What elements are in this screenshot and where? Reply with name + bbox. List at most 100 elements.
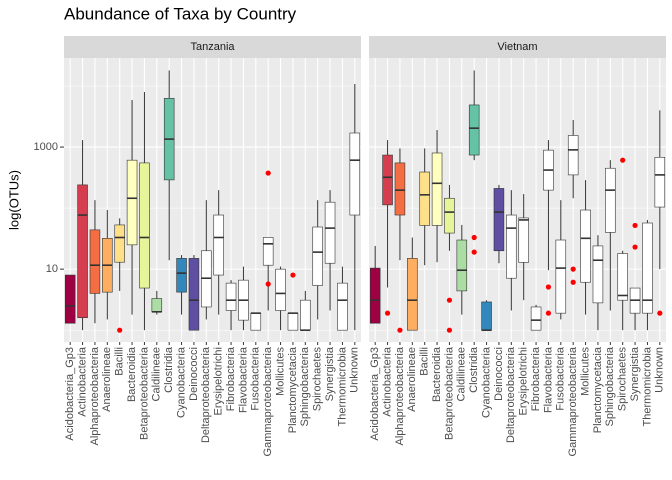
x-tick-label: Mollicutes	[579, 347, 591, 396]
strip-label: Tanzania	[190, 41, 235, 53]
x-tick-label: Synergistia	[324, 346, 336, 401]
x-tick-label: Clostridia	[468, 346, 480, 393]
box	[188, 258, 200, 331]
x-tick-label: Alphaproteobacteria	[394, 346, 406, 445]
x-tick-label: Anaerolineae	[406, 347, 418, 412]
x-tick-label: Fibrobacteria	[530, 346, 542, 411]
x-tick-label: Thermomicrobia	[336, 346, 348, 426]
x-tick-label: Fibrobacteria	[225, 346, 237, 411]
box	[225, 282, 237, 311]
strip-background	[64, 36, 361, 58]
outlier	[545, 310, 552, 316]
outlier	[545, 284, 552, 290]
x-tick-label: Cyanobacteria	[480, 346, 492, 418]
x-tick-label: Actinobacteria	[76, 346, 88, 417]
box	[444, 197, 455, 234]
panel-background	[369, 58, 666, 342]
outlier	[265, 170, 271, 176]
outlier	[570, 266, 576, 272]
x-tick-label: Deinococci	[188, 347, 200, 401]
x-tick-label: Anaerolineae	[101, 347, 113, 412]
box	[275, 268, 286, 311]
box	[312, 226, 323, 286]
box	[287, 312, 299, 331]
box	[77, 184, 88, 319]
x-tick-label: Betaproteobacteria	[138, 346, 150, 440]
box	[518, 217, 529, 263]
x-tick-label: Mollicutes	[274, 347, 286, 396]
x-tick-label: Sphingobacteria	[604, 346, 616, 426]
box	[555, 239, 567, 314]
box	[394, 162, 406, 216]
strip-label: Vietnam	[497, 41, 537, 53]
outlier	[471, 234, 477, 241]
box	[64, 274, 76, 324]
outlier	[117, 327, 123, 333]
y-axis-label: log(OTUs)	[6, 170, 21, 230]
x-tick-label: Unknown	[654, 347, 666, 393]
x-tick-label: Deinococci	[493, 347, 505, 401]
box	[506, 214, 517, 279]
box	[262, 237, 274, 266]
box	[567, 135, 579, 176]
outlier	[397, 327, 403, 333]
x-tick-label: Sphingobacteria	[299, 346, 311, 426]
x-tick-label: Betaproteobacteria	[443, 346, 455, 440]
box	[114, 224, 125, 263]
box	[481, 301, 492, 331]
x-tick-label: Caldilineae	[151, 347, 163, 401]
outlier	[446, 327, 453, 333]
box	[139, 162, 150, 289]
box	[605, 167, 616, 233]
box	[654, 156, 666, 208]
x-tick-label: Flavobacteria	[542, 346, 554, 413]
box	[592, 245, 604, 304]
box	[349, 132, 361, 216]
x-tick-label: Thermomicrobia	[641, 346, 653, 426]
x-tick-label: Clostridia	[163, 346, 175, 393]
box	[456, 239, 468, 292]
x-tick-label: Planctomycetacia	[592, 346, 604, 433]
outlier	[290, 272, 296, 278]
outlier	[570, 279, 576, 285]
y-tick-label: 1000	[34, 141, 58, 153]
strip-background	[369, 36, 666, 58]
box	[493, 188, 505, 252]
box	[89, 229, 101, 294]
x-tick-label: Bacilli	[419, 347, 431, 376]
box	[580, 209, 591, 283]
box	[369, 267, 381, 324]
box	[419, 171, 430, 226]
box	[300, 299, 311, 331]
chart-title: Abundance of Taxa by Country	[64, 4, 297, 23]
x-tick-label: Acidobacteria_Gp3	[64, 347, 76, 441]
box	[213, 214, 224, 276]
x-tick-label: Flavobacteria	[237, 346, 249, 413]
x-tick-label: Actinobacteria	[381, 346, 393, 417]
outlier	[620, 157, 626, 163]
box	[324, 201, 336, 264]
outlier	[632, 222, 638, 229]
box	[250, 312, 262, 331]
x-tick-label: Spirochaetes	[312, 347, 324, 412]
x-tick-label: Bacteroidia	[126, 346, 138, 402]
box	[151, 298, 163, 313]
x-tick-label: Deltaproteobacteria	[200, 346, 212, 443]
box	[642, 222, 653, 314]
x-tick-label: Synergistia	[629, 346, 641, 401]
x-tick-label: Cyanobacteria	[175, 346, 187, 418]
x-tick-label: Unknown	[349, 347, 361, 393]
outlier	[657, 310, 663, 316]
box	[431, 152, 443, 226]
outlier	[446, 297, 453, 303]
x-tick-label: Deltaproteobacteria	[505, 346, 517, 443]
x-tick-label: Gammaproteobacteria	[262, 346, 274, 456]
outlier	[265, 281, 271, 287]
box	[617, 253, 628, 301]
x-tick-label: Erysipelotrichi	[213, 347, 225, 415]
x-tick-label: Spirochaetes	[617, 347, 629, 412]
x-tick-label: Acidobacteria_Gp3	[369, 347, 381, 441]
x-tick-label: Gammaproteobacteria	[567, 346, 579, 456]
box	[407, 258, 418, 331]
